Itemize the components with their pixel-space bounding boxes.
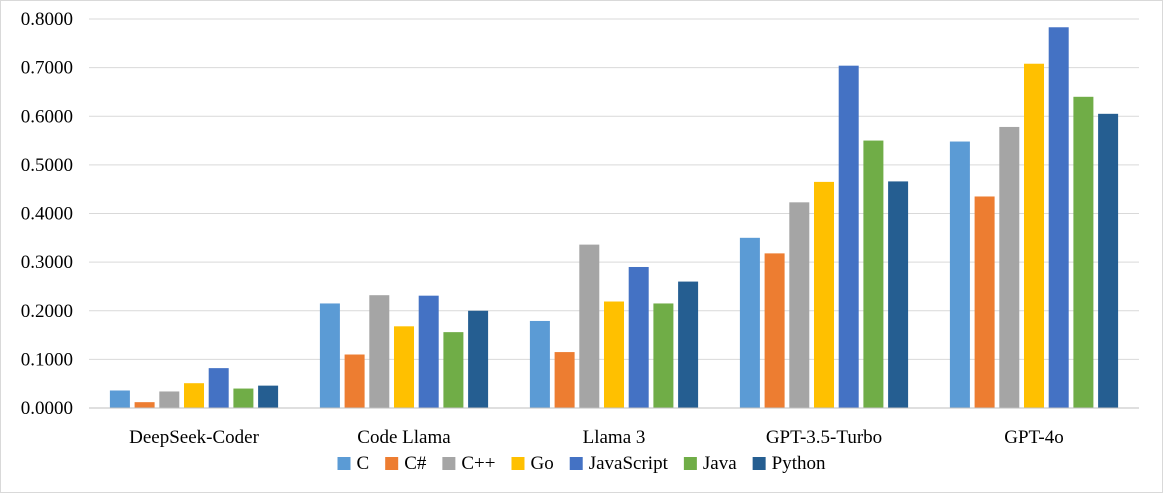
y-tick-label: 0.7000 xyxy=(21,58,73,79)
legend-label: Python xyxy=(772,453,826,474)
x-category-label: DeepSeek-Coder xyxy=(129,427,259,448)
x-axis-categories: DeepSeek-Coder Code Llama Llama 3 GPT-3.5-T… xyxy=(129,427,1064,448)
legend-label: C# xyxy=(404,453,427,474)
legend-item: Go xyxy=(511,453,554,474)
legend-swatch xyxy=(337,457,351,470)
legend-label: JavaScript xyxy=(589,453,669,474)
bar-c-0 xyxy=(159,391,180,408)
y-tick-label: 0.4000 xyxy=(21,204,73,225)
bar-c-4 xyxy=(949,141,970,408)
bar-go-1 xyxy=(394,326,414,408)
bar-c-2 xyxy=(529,320,550,408)
y-axis-ticks: 0.0000 0.1000 0.2000 0.3000 0.4000 0.5000 0.60… xyxy=(21,9,73,419)
legend: C C# C++ Go JavaScript Java Python xyxy=(337,453,826,474)
bar-javascript-1 xyxy=(418,295,439,408)
bar-c-2 xyxy=(554,352,575,408)
y-tick-label: 0.3000 xyxy=(21,252,73,273)
bar-c-0 xyxy=(134,402,155,408)
bar-java-1 xyxy=(443,332,464,408)
legend-item: C++ xyxy=(442,453,495,474)
legend-swatch xyxy=(385,457,399,470)
bar-go-4 xyxy=(1024,63,1044,409)
bars xyxy=(109,27,1119,409)
legend-swatch xyxy=(569,457,583,470)
bar-python-1 xyxy=(468,310,489,408)
bar-c-3 xyxy=(764,253,785,408)
bar-python-4 xyxy=(1098,113,1119,408)
bar-c-1 xyxy=(319,303,340,408)
bar-c-2 xyxy=(579,244,600,408)
bar-python-2 xyxy=(678,281,699,408)
bar-go-2 xyxy=(604,301,624,408)
legend-label: C++ xyxy=(461,453,495,474)
legend-swatch xyxy=(442,457,456,470)
bar-javascript-3 xyxy=(838,65,859,409)
bar-c-4 xyxy=(999,126,1020,408)
bar-c-1 xyxy=(369,295,390,408)
bar-c-3 xyxy=(739,237,760,408)
legend-swatch xyxy=(683,457,697,470)
y-tick-label: 0.2000 xyxy=(21,301,73,322)
legend-item: JavaScript xyxy=(569,453,669,474)
gridlines xyxy=(89,18,1139,360)
bar-java-2 xyxy=(653,303,674,408)
legend-item: C xyxy=(337,453,370,474)
y-tick-label: 0.6000 xyxy=(21,106,73,127)
legend-swatch xyxy=(752,457,766,470)
bar-java-0 xyxy=(233,388,254,408)
bar-c-3 xyxy=(789,202,810,408)
legend-label: Java xyxy=(703,453,737,474)
bar-c-1 xyxy=(344,354,365,408)
bar-python-3 xyxy=(888,181,909,408)
y-tick-label: 0.0000 xyxy=(21,398,73,419)
x-category-label: Llama 3 xyxy=(583,427,646,448)
bar-go-3 xyxy=(814,181,834,408)
bar-python-0 xyxy=(258,385,279,408)
bar-go-0 xyxy=(184,383,204,408)
legend-item: Python xyxy=(752,453,826,474)
bar-java-3 xyxy=(863,140,884,408)
bar-javascript-4 xyxy=(1048,27,1069,409)
x-category-label: GPT-4o xyxy=(1004,427,1063,448)
y-tick-label: 0.5000 xyxy=(21,155,73,176)
bar-javascript-0 xyxy=(208,368,229,408)
legend-item: Java xyxy=(683,453,737,474)
bar-java-4 xyxy=(1073,96,1094,409)
bar-c-4 xyxy=(974,196,995,408)
bar-javascript-2 xyxy=(628,266,649,408)
x-category-label: Code Llama xyxy=(357,427,451,448)
x-category-label: GPT-3.5-Turbo xyxy=(766,427,882,448)
y-tick-label: 0.8000 xyxy=(21,9,73,30)
legend-item: C# xyxy=(385,453,427,474)
legend-label: C xyxy=(357,453,370,474)
legend-swatch xyxy=(511,457,525,470)
bar-c-0 xyxy=(109,390,130,408)
y-tick-label: 0.1000 xyxy=(21,349,73,370)
legend-label: Go xyxy=(530,453,553,474)
